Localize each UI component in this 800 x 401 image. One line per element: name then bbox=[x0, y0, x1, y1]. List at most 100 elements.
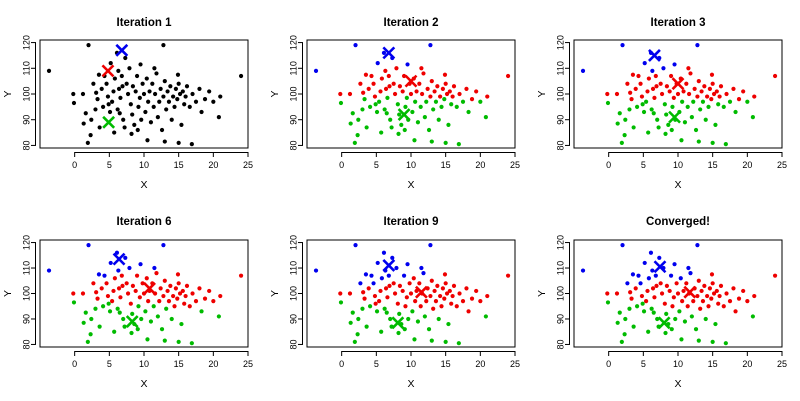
data-point bbox=[108, 61, 113, 66]
data-point bbox=[123, 55, 128, 61]
data-point bbox=[190, 91, 195, 97]
data-point bbox=[418, 304, 423, 309]
data-point bbox=[338, 91, 343, 97]
data-point bbox=[190, 291, 195, 296]
y-tick-label: 120 bbox=[288, 35, 298, 50]
data-point bbox=[426, 127, 432, 133]
data-point bbox=[696, 338, 701, 343]
data-point bbox=[169, 316, 174, 322]
data-point bbox=[184, 84, 190, 89]
data-point bbox=[640, 301, 645, 306]
data-point bbox=[650, 86, 656, 91]
data-point bbox=[443, 140, 448, 145]
panel-6: Converged! 0 5 10 15 20 25 80 90 100 110 120 X Y bbox=[536, 216, 787, 390]
data-point bbox=[134, 73, 140, 79]
x-axis-label: X bbox=[674, 378, 681, 390]
panel-3: Iteration 3 0 5 10 15 20 25 80 90 100 110 120 X Y bbox=[536, 17, 787, 191]
centroid-marker-1 bbox=[112, 252, 126, 266]
data-point bbox=[157, 299, 162, 304]
data-point bbox=[216, 115, 221, 120]
data-point bbox=[165, 89, 170, 94]
data-point bbox=[670, 104, 675, 109]
data-point bbox=[447, 288, 452, 294]
data-point bbox=[406, 316, 411, 322]
data-point bbox=[144, 276, 149, 281]
data-point bbox=[175, 272, 181, 277]
data-point bbox=[218, 293, 223, 299]
data-point bbox=[410, 109, 415, 115]
panel-1: Iteration 1 0 5 10 15 20 25 80 90 100 110 120 X Y bbox=[2, 17, 253, 191]
data-point bbox=[745, 99, 750, 104]
x-tick-label: 0 bbox=[606, 160, 611, 170]
data-point bbox=[187, 104, 192, 109]
data-point bbox=[91, 281, 96, 286]
data-point bbox=[386, 73, 391, 79]
data-point bbox=[86, 43, 91, 48]
data-point bbox=[162, 79, 167, 84]
data-point bbox=[111, 89, 116, 94]
data-point bbox=[97, 324, 102, 329]
data-point bbox=[679, 138, 684, 143]
data-point bbox=[438, 94, 443, 99]
data-point bbox=[107, 309, 113, 314]
data-point bbox=[361, 290, 366, 295]
data-point bbox=[193, 99, 199, 104]
data-points bbox=[313, 242, 511, 346]
data-point bbox=[99, 86, 104, 91]
data-point bbox=[89, 316, 94, 322]
y-tick-label: 80 bbox=[21, 140, 31, 150]
data-point bbox=[377, 99, 382, 104]
data-point bbox=[71, 300, 77, 305]
data-point bbox=[630, 72, 636, 77]
data-point bbox=[417, 81, 422, 86]
data-point bbox=[193, 299, 199, 304]
x-axis-label: X bbox=[407, 179, 414, 191]
data-point bbox=[724, 291, 729, 296]
data-point bbox=[644, 299, 649, 304]
data-point bbox=[710, 140, 715, 145]
data-point bbox=[642, 61, 647, 66]
data-point bbox=[152, 91, 158, 97]
data-point bbox=[96, 272, 102, 277]
data-point bbox=[483, 115, 488, 120]
data-point bbox=[413, 299, 418, 304]
data-point bbox=[397, 311, 402, 316]
data-point bbox=[372, 293, 378, 299]
data-point bbox=[417, 281, 422, 286]
data-point bbox=[415, 120, 421, 125]
data-point bbox=[350, 310, 355, 315]
data-point bbox=[650, 68, 655, 73]
data-point bbox=[362, 296, 367, 301]
data-point bbox=[115, 107, 120, 112]
data-point bbox=[180, 288, 185, 294]
data-point bbox=[721, 304, 726, 309]
data-point bbox=[364, 324, 369, 329]
data-point bbox=[350, 111, 355, 116]
data-point bbox=[166, 299, 172, 304]
data-point bbox=[197, 86, 202, 91]
data-point bbox=[672, 262, 677, 267]
x-tick-label: 15 bbox=[174, 160, 184, 170]
data-point bbox=[71, 291, 76, 296]
data-point bbox=[707, 286, 712, 291]
data-point bbox=[663, 330, 668, 336]
data-point bbox=[696, 139, 701, 144]
data-point bbox=[143, 109, 148, 115]
data-point bbox=[363, 272, 369, 277]
data-point bbox=[619, 339, 624, 345]
data-point bbox=[355, 332, 360, 337]
data-point bbox=[197, 286, 202, 291]
data-point bbox=[717, 293, 722, 299]
data-point bbox=[622, 133, 627, 138]
data-point bbox=[646, 130, 651, 135]
data-point bbox=[378, 89, 383, 94]
data-point bbox=[129, 330, 134, 336]
data-point bbox=[439, 304, 444, 309]
data-point bbox=[619, 140, 624, 145]
data-point bbox=[154, 71, 159, 76]
data-points bbox=[580, 43, 778, 147]
data-point bbox=[122, 125, 127, 130]
data-point bbox=[443, 281, 448, 286]
data-point bbox=[179, 122, 184, 127]
data-point bbox=[418, 104, 423, 109]
